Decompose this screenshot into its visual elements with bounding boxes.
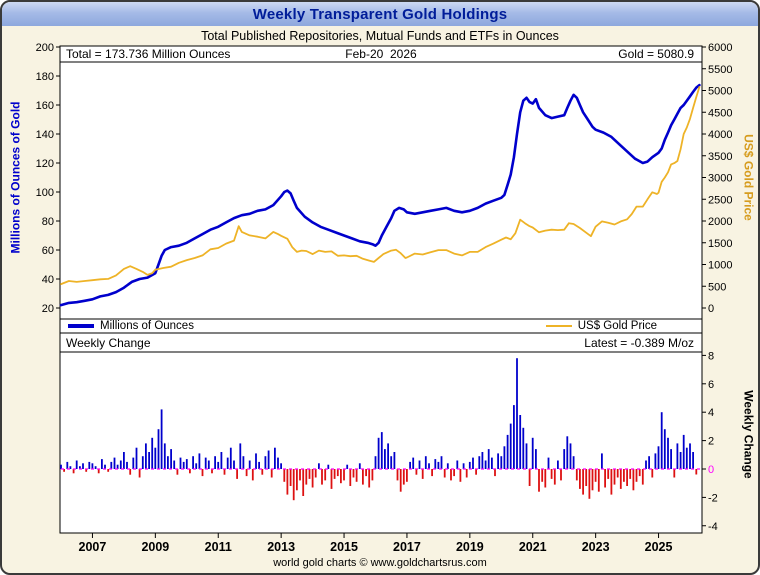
axis-ticks: 2040608010012014016018020005001000150020…	[36, 42, 733, 554]
svg-text:180: 180	[36, 71, 54, 83]
svg-text:5500: 5500	[708, 64, 732, 76]
svg-text:4500: 4500	[708, 107, 732, 119]
svg-text:8: 8	[708, 350, 714, 362]
svg-text:1500: 1500	[708, 238, 732, 250]
chart-subtitle: Total Published Repositories, Mutual Fun…	[201, 29, 559, 43]
svg-text:20: 20	[42, 303, 54, 315]
svg-text:2023: 2023	[582, 540, 610, 554]
svg-text:6: 6	[708, 379, 714, 391]
svg-text:60: 60	[42, 245, 54, 257]
svg-text:2500: 2500	[708, 194, 732, 206]
holdings-line-swatch	[68, 324, 94, 328]
svg-text:-4: -4	[708, 521, 718, 533]
weekly-change-axis-title: Weekly Change	[741, 390, 756, 479]
svg-text:40: 40	[42, 274, 54, 286]
holdings-line	[59, 83, 701, 307]
svg-text:5000: 5000	[708, 86, 732, 98]
svg-text:2025: 2025	[645, 540, 673, 554]
legend-label-holdings: Millions of Ounces	[100, 320, 194, 332]
svg-text:-2: -2	[708, 492, 718, 504]
svg-text:80: 80	[42, 216, 54, 228]
svg-text:2019: 2019	[456, 540, 484, 554]
legend-item-gold-price: US$ Gold Price	[545, 320, 657, 332]
svg-text:2013: 2013	[267, 540, 295, 554]
panels	[59, 45, 703, 534]
svg-text:200: 200	[36, 42, 54, 54]
legend: Millions of Ounces US$ Gold Price	[61, 320, 701, 332]
svg-text:0: 0	[708, 303, 714, 315]
left-axis-title: Millions of Ounces of Gold	[8, 101, 23, 254]
footer-credit: world gold charts © www.goldchartsrus.co…	[273, 557, 487, 569]
svg-text:140: 140	[36, 129, 54, 141]
svg-text:0: 0	[708, 464, 714, 476]
gold-price-line	[60, 86, 701, 286]
svg-text:4000: 4000	[708, 129, 732, 141]
svg-text:3500: 3500	[708, 151, 732, 163]
svg-text:500: 500	[708, 281, 726, 293]
svg-text:2: 2	[708, 436, 714, 448]
svg-text:2021: 2021	[519, 540, 547, 554]
page-title: Weekly Transparent Gold Holdings	[252, 5, 508, 23]
weekly-change-bars	[60, 358, 698, 501]
svg-text:2007: 2007	[79, 540, 107, 554]
right-axis-title: US$ Gold Price	[741, 134, 756, 221]
svg-text:160: 160	[36, 100, 54, 112]
gold-price-line-swatch	[545, 325, 572, 327]
svg-text:2011: 2011	[205, 540, 232, 554]
title-bar: Weekly Transparent Gold Holdings	[2, 2, 758, 26]
svg-text:120: 120	[36, 158, 54, 170]
svg-text:2015: 2015	[330, 540, 358, 554]
svg-text:100: 100	[36, 187, 54, 199]
svg-text:2017: 2017	[393, 540, 421, 554]
svg-text:2000: 2000	[708, 216, 732, 228]
svg-text:3000: 3000	[708, 173, 732, 185]
svg-text:4: 4	[708, 407, 714, 419]
svg-text:2009: 2009	[141, 540, 169, 554]
legend-item-holdings: Millions of Ounces	[68, 320, 194, 332]
svg-text:1000: 1000	[708, 260, 732, 272]
legend-label-gold-price: US$ Gold Price	[577, 320, 657, 332]
svg-text:6000: 6000	[708, 42, 732, 54]
